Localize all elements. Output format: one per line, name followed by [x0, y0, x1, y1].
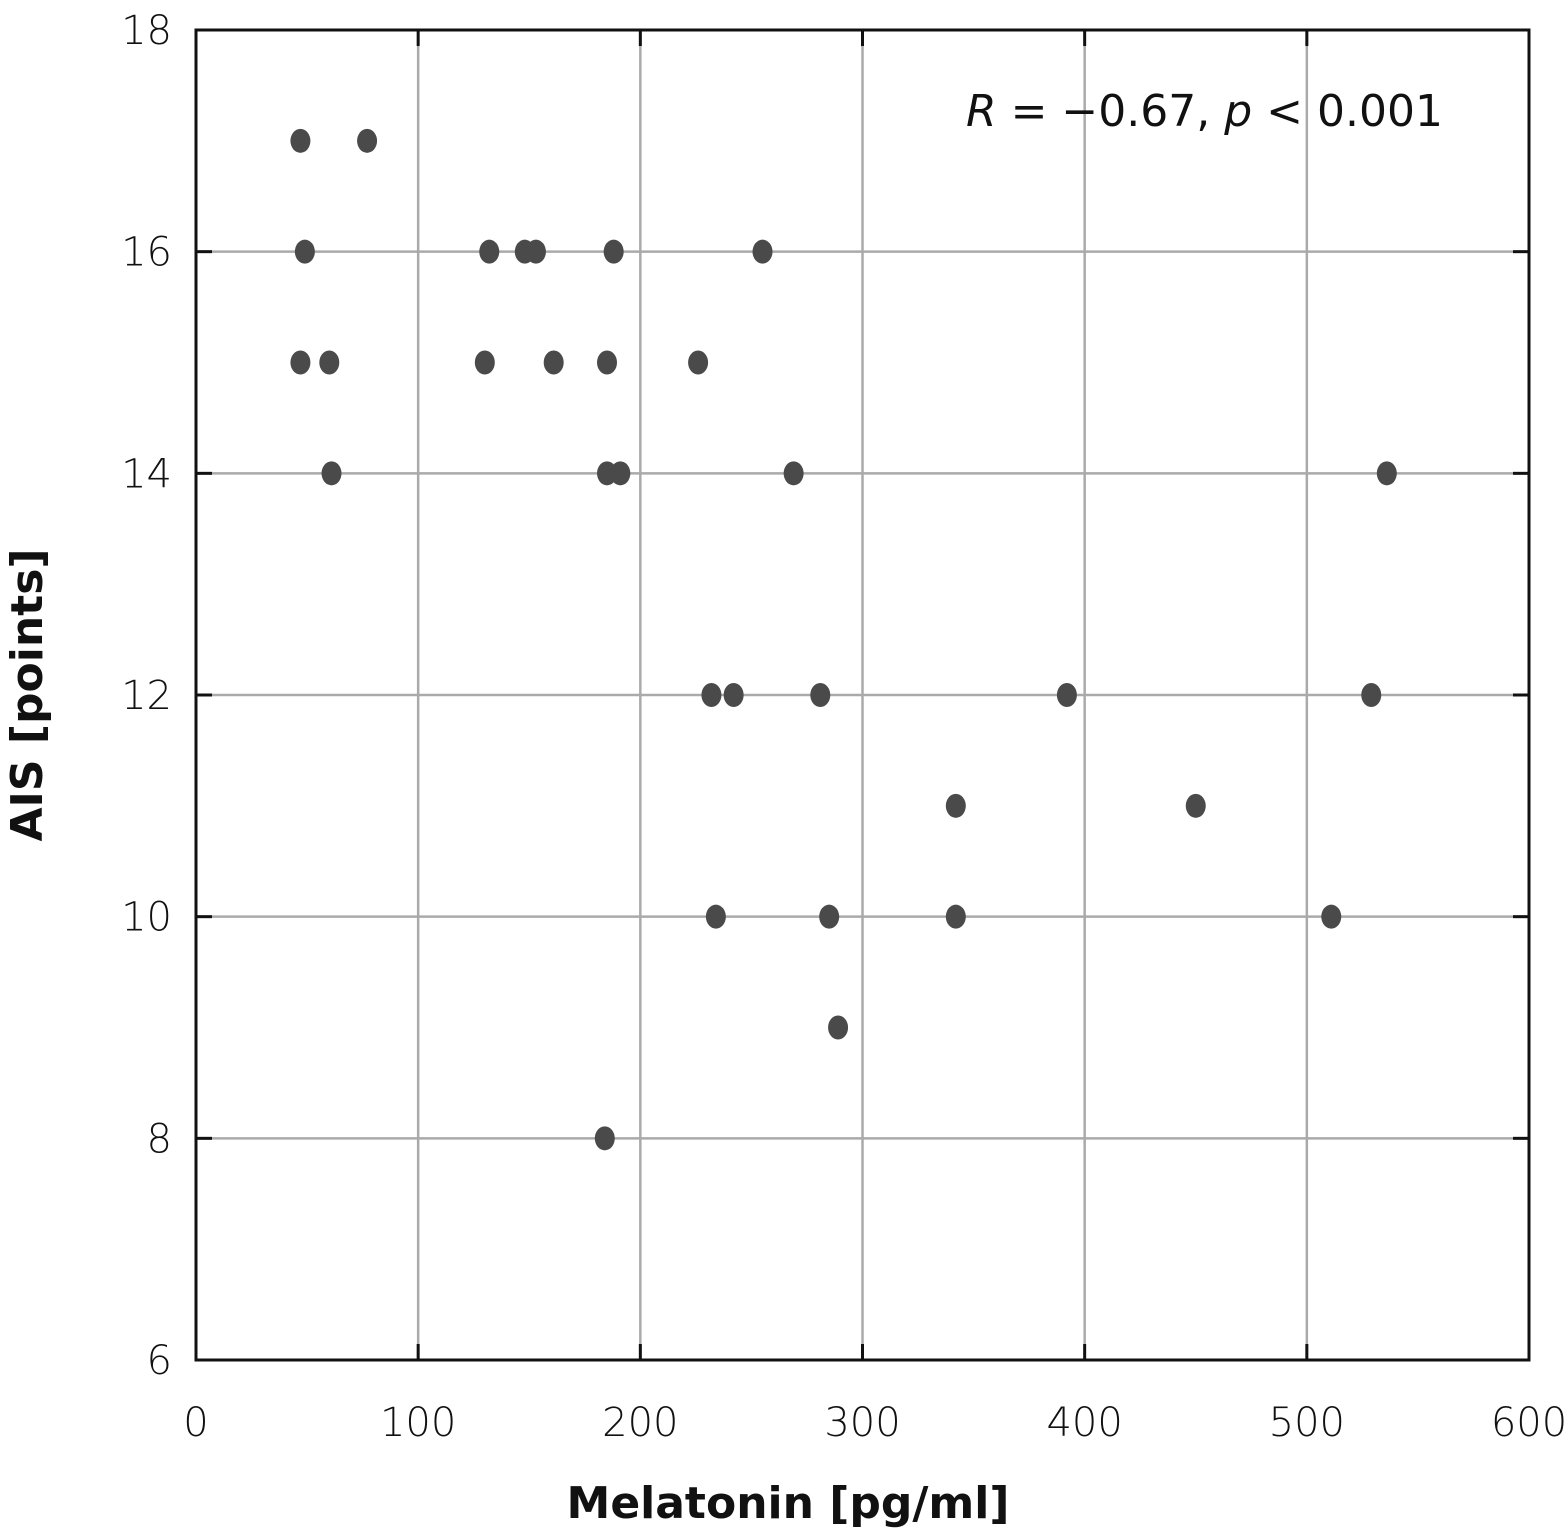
- data-point: [543, 350, 564, 375]
- x-tick-label: 100: [380, 1400, 456, 1446]
- data-point: [705, 904, 726, 929]
- data-point: [1185, 793, 1206, 818]
- y-tick-label: 10: [121, 895, 172, 941]
- y-axis-label: AIS [points]: [2, 548, 53, 841]
- data-point: [321, 461, 342, 486]
- data-point: [828, 1015, 849, 1040]
- data-point: [945, 904, 966, 929]
- x-axis-label: Melatonin [pg/ml]: [567, 1478, 1010, 1529]
- y-tick-label: 16: [121, 230, 172, 276]
- data-point: [945, 793, 966, 818]
- data-point: [810, 683, 831, 707]
- y-tick-label: 8: [147, 1116, 172, 1162]
- y-tick-label: 18: [121, 8, 172, 54]
- data-point: [752, 239, 773, 264]
- x-tick-label: 200: [602, 1400, 678, 1446]
- grid: [196, 30, 1529, 1360]
- data-point: [479, 239, 500, 264]
- x-tick-label: 300: [824, 1400, 900, 1446]
- data-point: [783, 461, 804, 486]
- data-point: [474, 350, 495, 375]
- ticks: 0 100 200 300 400 500 600 6 8 10 12 14 16 18: [121, 8, 1565, 1446]
- data-point: [290, 350, 311, 375]
- data-point: [819, 904, 840, 929]
- data-point: [1376, 461, 1397, 486]
- y-tick-label: 14: [121, 451, 172, 497]
- correlation-annotation: R = −0.67, p < 0.001: [966, 86, 1443, 137]
- data-point: [319, 350, 340, 375]
- data-point: [597, 350, 618, 375]
- data-points: [290, 128, 1397, 1151]
- x-tick-label: 600: [1491, 1400, 1565, 1446]
- x-tick-label: 500: [1269, 1400, 1345, 1446]
- data-point: [603, 239, 624, 264]
- data-point: [688, 350, 709, 375]
- data-point: [1056, 683, 1077, 707]
- data-point: [1361, 683, 1382, 707]
- y-tick-label: 6: [147, 1338, 172, 1384]
- x-tick-label: 400: [1046, 1400, 1122, 1446]
- data-point: [723, 683, 744, 707]
- x-tick-label: 0: [183, 1400, 208, 1446]
- data-point: [701, 683, 722, 707]
- y-tick-label: 12: [121, 673, 172, 719]
- data-point: [294, 239, 315, 264]
- data-point: [290, 128, 311, 153]
- data-point: [357, 128, 378, 153]
- plot-frame: [194, 28, 1531, 1362]
- data-point: [525, 239, 546, 264]
- data-point: [1321, 904, 1342, 929]
- data-point: [610, 461, 631, 486]
- data-point: [594, 1126, 615, 1151]
